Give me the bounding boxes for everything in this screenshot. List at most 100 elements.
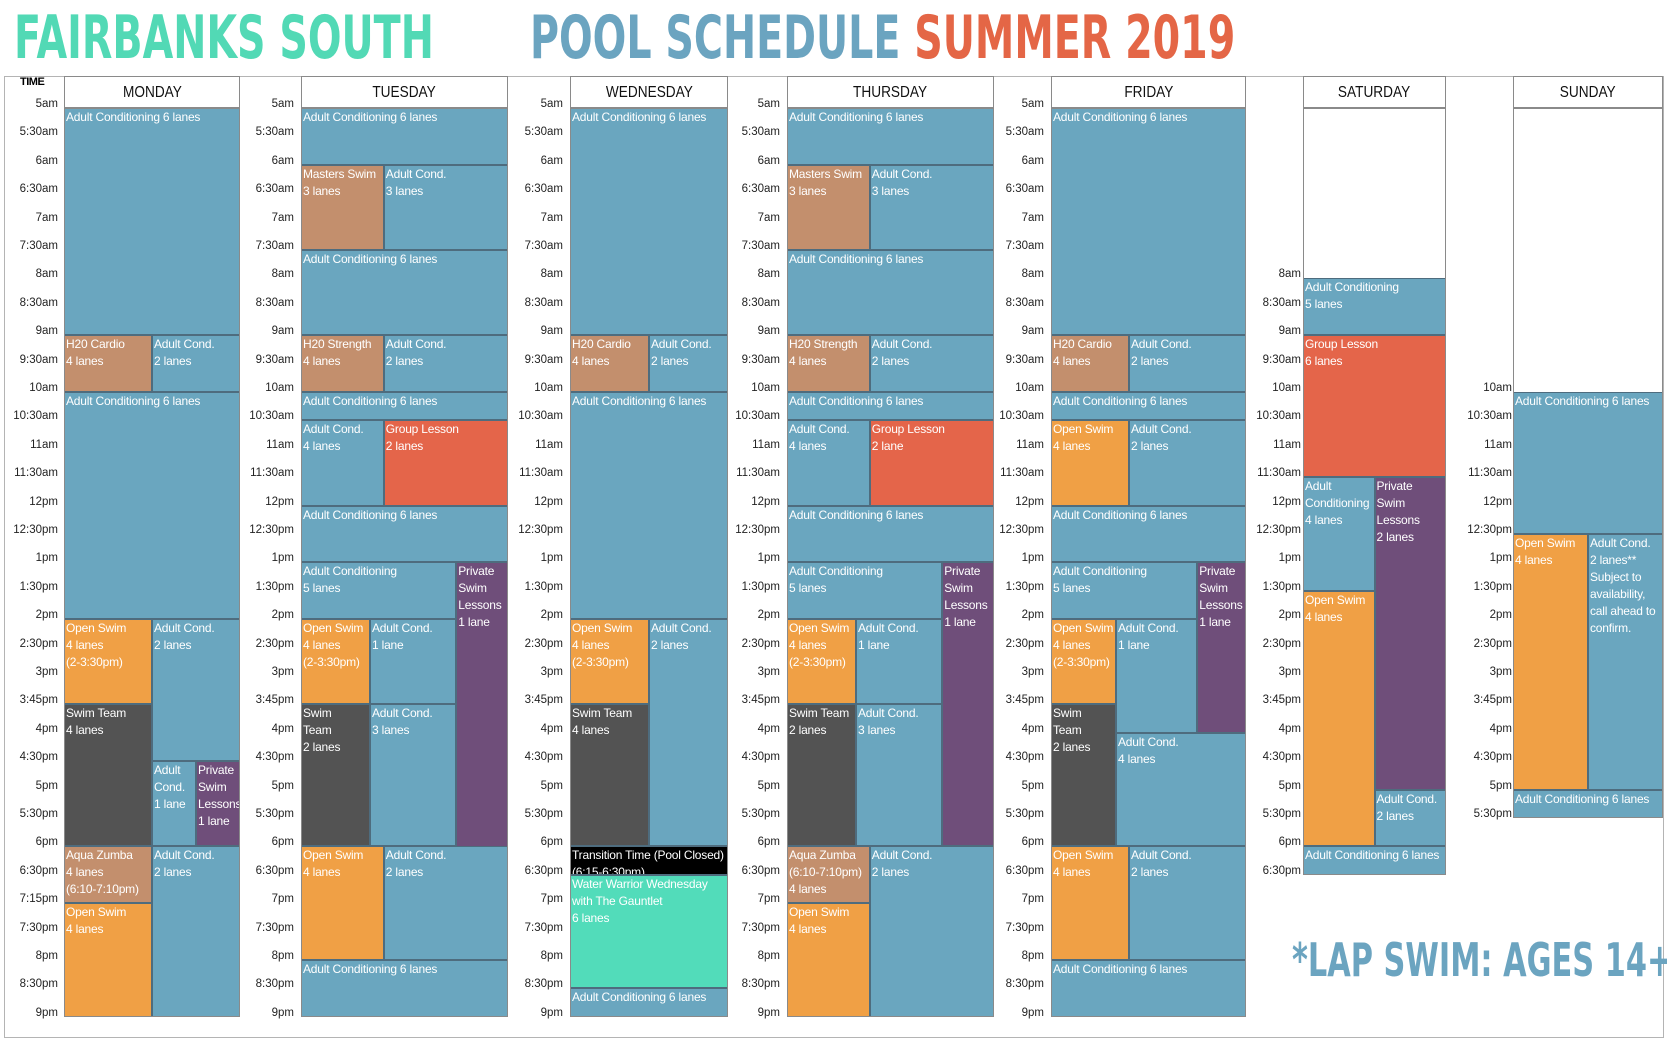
event-block[interactable]: H20 Strength 4 lanes — [301, 335, 384, 392]
event-block[interactable]: Adult Cond. 4 lanes — [1116, 732, 1246, 847]
event-block[interactable]: Open Swim 4 lanes — [64, 903, 152, 1017]
event-block[interactable]: Adult Cond. 3 lanes — [370, 704, 457, 847]
event-block[interactable]: Open Swim 4 lanes (2-3:30pm) — [570, 619, 649, 705]
event-block[interactable]: Adult Cond. 2 lanes — [152, 335, 240, 392]
event-block[interactable]: Adult Conditioning 6 lanes — [787, 250, 994, 336]
event-block[interactable]: Adult Conditioning 6 lanes — [301, 250, 508, 336]
event-block[interactable]: Open Swim 4 lanes — [301, 846, 384, 960]
event-block[interactable]: Group Lesson 6 lanes — [1303, 335, 1446, 478]
event-block[interactable]: Adult Cond. 3 lanes — [856, 704, 943, 847]
event-block[interactable]: Private Swim Lessons 2 lanes — [1374, 477, 1446, 790]
event-block[interactable]: Open Swim 4 lanes — [1513, 534, 1588, 790]
event-block[interactable]: Adult Cond. 4 lanes — [787, 420, 870, 506]
event-block[interactable]: Adult Cond. 4 lanes — [301, 420, 384, 506]
event-block[interactable]: Adult Cond. 2 lanes — [1129, 846, 1246, 960]
event-block[interactable]: Adult Cond. 2 lanes — [152, 846, 240, 1017]
event-block[interactable]: Adult Cond. 2 lanes — [1374, 789, 1446, 847]
event-block[interactable]: Aqua Zumba (6:10-7:10pm) 4 lanes — [787, 846, 870, 904]
event-block[interactable]: Adult Cond. 3 lanes — [869, 164, 994, 250]
time-label: 8:30am — [524, 296, 563, 309]
event-block[interactable]: Adult Conditioning 5 lanes — [1303, 278, 1446, 336]
event-block[interactable]: Adult Conditioning 6 lanes — [1513, 789, 1663, 818]
event-block[interactable]: Adult Cond. 2 lanes — [869, 846, 994, 1017]
event-block[interactable]: Adult Conditioning 6 lanes — [64, 392, 240, 620]
event-block[interactable]: H20 Cardio 4 lanes — [1051, 335, 1129, 392]
event-block[interactable]: Adult Conditioning 6 lanes — [1303, 846, 1446, 875]
event-text: Adult Cond. — [1376, 791, 1438, 806]
event-block[interactable]: Adult Conditioning 6 lanes — [64, 108, 240, 336]
time-label: 9am — [35, 325, 58, 338]
event-text: call ahead to — [1590, 604, 1656, 618]
event-block[interactable]: Adult Cond. 2 lanes — [152, 619, 240, 762]
event-block[interactable]: Swim Team 4 lanes — [570, 704, 649, 847]
event-block[interactable]: Private Swim Lessons 1 lane — [942, 562, 994, 847]
event-block[interactable]: Adult Cond. 3 lanes — [383, 164, 508, 250]
event-block[interactable]: Adult Conditioning 6 lanes — [787, 505, 994, 563]
event-text: (2-3:30pm) — [572, 655, 629, 670]
event-text: Swim — [1053, 706, 1082, 721]
event-block[interactable]: Masters Swim 3 lanes — [301, 164, 384, 250]
event-block[interactable]: Adult Conditioning 6 lanes — [787, 108, 994, 165]
event-block[interactable]: Water Warrior Wednesday with The Gauntlet… — [570, 874, 728, 989]
event-block[interactable]: Adult Cond. 2 lanes — [383, 335, 508, 392]
event-text: Adult Conditioning — [1305, 280, 1399, 295]
event-block[interactable]: Adult Conditioning 5 lanes — [787, 562, 943, 620]
event-block[interactable]: Group Lesson 2 lane — [869, 420, 994, 506]
event-block[interactable]: Adult Conditioning 6 lanes — [1513, 392, 1663, 534]
event-block[interactable]: Open Swim 4 lanes — [1303, 590, 1375, 847]
event-block[interactable]: Open Swim 4 lanes — [1051, 420, 1129, 506]
event-block[interactable]: Adult Cond. 2 lanes — [869, 335, 994, 392]
event-block[interactable]: Open Swim 4 lanes (2-3:30pm) — [301, 619, 370, 705]
event-block[interactable]: Adult Conditioning 6 lanes — [570, 108, 728, 336]
event-block[interactable]: Swim Team 2 lanes — [1051, 704, 1116, 847]
event-block[interactable]: Adult Conditioning 6 lanes — [570, 988, 728, 1017]
event-block[interactable]: H20 Cardio 4 lanes — [570, 335, 649, 392]
event-block[interactable]: Adult Conditioning 6 lanes — [1051, 108, 1246, 336]
event-text: 4 lanes — [1305, 609, 1343, 624]
event-block[interactable]: Group Lesson 2 lanes — [383, 420, 508, 506]
event-block[interactable]: Private Swim Lessons 1 lane — [1197, 562, 1246, 733]
event-text: 4 lanes — [1515, 553, 1553, 567]
event-block[interactable]: Adult Cond. 2 lanes — [649, 335, 728, 392]
event-block[interactable]: Adult Conditioning 6 lanes — [787, 392, 994, 421]
time-label: 7:30am — [255, 240, 294, 252]
event-block[interactable]: Adult Cond. 2 lanes — [1129, 420, 1246, 506]
event-block[interactable]: Adult Conditioning 6 lanes — [301, 392, 508, 421]
event-block[interactable]: Adult Conditioning 6 lanes — [1051, 960, 1246, 1017]
event-block[interactable]: Open Swim 4 lanes — [787, 903, 870, 1017]
event-block[interactable]: Swim Team 2 lanes — [301, 704, 370, 847]
time-label: 10:30am — [735, 410, 780, 423]
event-block[interactable]: Masters Swim 3 lanes — [787, 164, 870, 250]
event-block[interactable]: Adult Cond. 1 lane — [1116, 619, 1198, 733]
event-block[interactable]: Aqua Zumba 4 lanes (6:10-7:10pm) — [64, 846, 152, 904]
event-text: Open Swim — [1515, 536, 1576, 550]
event-block[interactable]: Swim Team 4 lanes — [64, 704, 152, 847]
event-block[interactable]: Adult Conditioning 6 lanes — [301, 960, 508, 1017]
event-block[interactable]: Adult Conditioning 6 lanes — [570, 392, 728, 620]
event-block[interactable]: Adult Cond. 2 lanes** Subject to availabili… — [1588, 534, 1663, 790]
event-block[interactable]: Adult Conditioning 5 lanes — [301, 562, 457, 620]
event-text: Adult Cond. — [871, 848, 933, 863]
event-block[interactable]: Private Swim Lessons 1 lane — [196, 761, 240, 847]
event-block[interactable]: Adult Cond. 1 lane — [370, 619, 457, 705]
event-block[interactable]: Adult Conditioning 4 lanes — [1303, 477, 1375, 591]
event-block[interactable]: Adult Cond. 2 lanes — [1129, 335, 1246, 392]
event-block[interactable]: Adult Conditioning 5 lanes — [1051, 562, 1198, 620]
event-block[interactable]: H20 Cardio 4 lanes — [64, 335, 152, 392]
event-block[interactable]: Transition Time (Pool Closed) (6:15-6:30p… — [570, 846, 728, 875]
event-block[interactable]: Open Swim 4 lanes (2-3:30pm) — [787, 619, 856, 705]
event-block[interactable]: Private Swim Lessons 1 lane — [456, 562, 508, 875]
event-block[interactable]: Adult Conditioning 6 lanes — [301, 108, 508, 165]
event-block[interactable]: Adult Conditioning 6 lanes — [1051, 505, 1246, 563]
time-label: 7:30pm — [741, 921, 780, 934]
event-block[interactable]: Adult Cond. 1 lane — [152, 761, 196, 847]
event-block[interactable]: Swim Team 2 lanes — [787, 704, 856, 847]
event-block[interactable]: Open Swim 4 lanes — [1051, 846, 1129, 960]
event-block[interactable]: Open Swim 4 lanes (2-3:30pm) — [1051, 619, 1116, 705]
event-block[interactable]: H20 Strength 4 lanes — [787, 335, 870, 392]
event-block[interactable]: Adult Conditioning 6 lanes — [301, 505, 508, 563]
event-block[interactable]: Adult Conditioning 6 lanes — [1051, 392, 1246, 421]
event-block[interactable]: Open Swim 4 lanes (2-3:30pm) — [64, 619, 152, 705]
event-block[interactable]: Adult Cond. 1 lane — [856, 619, 943, 705]
event-block[interactable]: Adult Cond. 2 lanes — [383, 846, 508, 960]
